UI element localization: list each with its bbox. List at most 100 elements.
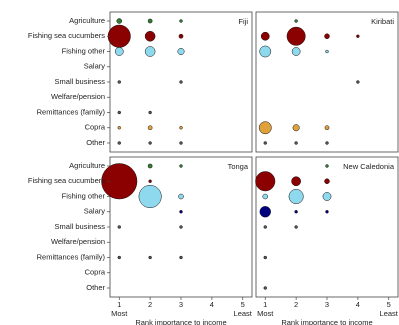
y-tick-label: Small business <box>55 77 106 86</box>
bubble <box>356 80 360 84</box>
bubble <box>147 125 153 131</box>
y-tick-label: Agriculture <box>69 161 105 170</box>
x-tick-label: 3 <box>325 300 329 309</box>
y-tick-label: Fishing other <box>62 46 106 55</box>
bubble <box>324 33 330 40</box>
bubble <box>138 185 162 208</box>
bubble <box>178 33 184 39</box>
bubble <box>291 47 301 56</box>
bubble <box>294 19 298 23</box>
y-tick-label: Small business <box>55 222 106 231</box>
bubble <box>263 141 267 145</box>
bubble <box>294 225 298 229</box>
x-tick-label: 4 <box>210 300 214 309</box>
y-tick-label: Remittances (family) <box>37 107 106 116</box>
bubble <box>356 34 360 38</box>
panel-title: Fiji <box>238 17 248 26</box>
y-tick-label: Salary <box>84 62 106 71</box>
x-tick-label: 5 <box>387 300 391 309</box>
bubble <box>324 178 330 185</box>
bubble <box>179 141 183 145</box>
bubble <box>263 225 267 229</box>
y-tick-label: Fishing sea cucumbers <box>28 176 105 185</box>
bubble <box>259 45 272 58</box>
bubble <box>179 19 183 23</box>
y-tick-label: Welfare/pension <box>51 92 105 101</box>
bubble <box>147 163 153 169</box>
bubble <box>292 124 300 132</box>
y-tick-label: Copra <box>85 123 106 132</box>
bubble <box>255 171 276 192</box>
y-tick-label: Welfare/pension <box>51 237 105 246</box>
y-tick-label: Agriculture <box>69 16 105 25</box>
bubble <box>179 255 183 260</box>
bubble <box>147 18 153 24</box>
bubble <box>263 255 267 260</box>
bubble <box>325 210 329 214</box>
bubble <box>322 192 332 201</box>
bubble <box>179 126 183 130</box>
y-tick-label: Fishing sea cucumbers <box>28 31 105 40</box>
bubble <box>117 141 121 145</box>
bubble <box>101 163 138 200</box>
bubble <box>148 179 152 183</box>
x-end-label: Least <box>234 309 253 318</box>
panel-title: Tonga <box>228 162 249 171</box>
bubble <box>117 225 121 229</box>
y-tick-label: Copra <box>85 268 106 277</box>
bubble <box>117 110 121 115</box>
y-tick-label: Other <box>86 138 105 147</box>
bubble <box>148 110 152 115</box>
bubble <box>258 121 272 135</box>
bubble <box>148 255 152 260</box>
bubble <box>263 286 267 290</box>
bubble <box>144 30 156 42</box>
bubble <box>179 164 183 168</box>
bubble <box>179 225 183 229</box>
y-tick-label: Other <box>86 283 105 292</box>
bubble <box>107 24 131 48</box>
bubble <box>114 47 124 56</box>
x-tick-label: 5 <box>241 300 245 309</box>
x-tick-label: 1 <box>263 300 267 309</box>
bubble <box>178 193 184 200</box>
x-end-label: Least <box>380 309 399 318</box>
panel-title: Kiribati <box>371 17 394 26</box>
x-tick-label: 4 <box>356 300 360 309</box>
bubble <box>286 26 306 46</box>
bubble <box>294 210 298 214</box>
bubble <box>117 80 121 84</box>
bubble <box>117 255 121 260</box>
bubble <box>325 164 329 168</box>
bubble <box>288 189 304 204</box>
bubble <box>144 46 156 57</box>
bubble <box>260 31 270 41</box>
x-axis-title: Rank importance to income <box>281 318 372 325</box>
y-tick-label: Remittances (family) <box>37 252 106 261</box>
bubble <box>324 125 330 131</box>
bubble <box>259 206 271 218</box>
bubble <box>177 48 185 55</box>
bubble <box>116 18 123 24</box>
x-tick-label: 3 <box>179 300 183 309</box>
bubble <box>325 49 329 54</box>
bubble <box>179 80 183 84</box>
bubble <box>294 141 298 145</box>
panel-frame <box>255 156 399 298</box>
y-tick-label: Fishing other <box>62 191 106 200</box>
bubble <box>148 141 152 145</box>
x-end-label: Most <box>257 309 274 318</box>
y-tick-label: Salary <box>84 207 106 216</box>
bubble <box>325 141 329 145</box>
x-tick-label: 2 <box>148 300 152 309</box>
x-tick-label: 1 <box>117 300 121 309</box>
x-end-label: Most <box>111 309 128 318</box>
x-axis-title: Rank importance to income <box>135 318 226 325</box>
x-tick-label: 2 <box>294 300 298 309</box>
panel-frame <box>255 11 399 153</box>
panel-title: New Caledonia <box>343 162 395 171</box>
bubble <box>117 126 121 130</box>
bubble <box>262 193 269 200</box>
bubble <box>291 176 301 187</box>
